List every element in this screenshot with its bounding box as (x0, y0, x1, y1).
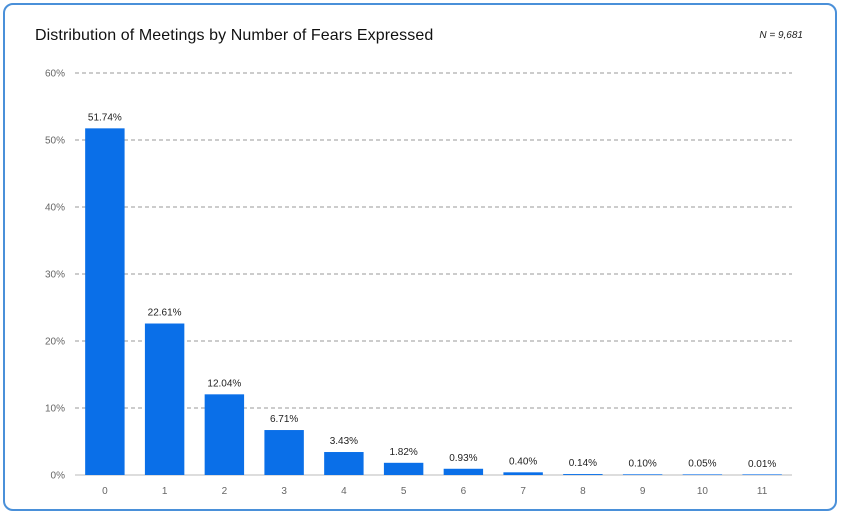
bar (503, 472, 543, 475)
bar (144, 323, 185, 475)
x-tick-label: 7 (520, 486, 526, 497)
y-tick-label: 50% (45, 136, 65, 147)
bar-value-label: 0.93% (449, 453, 477, 464)
bar (383, 462, 424, 475)
bar-value-label: 1.82% (389, 447, 417, 458)
x-tick-label: 4 (341, 486, 347, 497)
y-tick-label: 10% (45, 404, 65, 415)
bar (324, 452, 364, 475)
x-tick-label: 5 (401, 486, 407, 497)
bar-value-label: 6.71% (270, 414, 298, 425)
bar (204, 394, 245, 475)
bar-value-label: 0.01% (748, 459, 776, 470)
x-axis-ticks: 0 1 2 3 4 5 6 7 8 9 10 11 (102, 486, 768, 497)
bar (443, 468, 484, 475)
x-tick-label: 0 (102, 486, 108, 497)
value-labels: 51.74% 22.61% 12.04% 6.71% 3.43% 1.82% 0.93% 0.… (88, 112, 776, 470)
bars (85, 128, 782, 476)
bar (563, 474, 603, 475)
bar-value-label: 3.43% (330, 436, 358, 447)
x-tick-label: 2 (222, 486, 228, 497)
y-tick-label: 40% (45, 203, 65, 214)
bar (742, 474, 782, 475)
y-tick-label: 0% (51, 471, 66, 482)
x-tick-label: 8 (580, 486, 586, 497)
gridlines (75, 72, 792, 476)
y-axis-ticks: 0% 10% 20% 30% 40% 50% 60% (45, 69, 65, 482)
bar (682, 474, 723, 475)
x-tick-label: 6 (461, 486, 467, 497)
x-tick-label: 9 (640, 486, 646, 497)
bar-value-label: 0.05% (688, 459, 716, 470)
y-tick-label: 60% (45, 69, 65, 80)
x-tick-label: 11 (757, 486, 768, 497)
y-tick-label: 20% (45, 337, 65, 348)
bar-value-label: 0.40% (509, 456, 537, 467)
chart-card: Distribution of Meetings by Number of Fe… (3, 3, 837, 511)
x-tick-label: 1 (162, 486, 168, 497)
chart-title: Distribution of Meetings by Number of Fe… (35, 27, 434, 44)
x-tick-label: 10 (697, 486, 709, 497)
sample-size-annotation: N = 9,681 (759, 30, 803, 41)
bar (264, 430, 304, 475)
bar-value-label: 0.14% (569, 458, 597, 469)
x-tick-label: 3 (281, 486, 287, 497)
y-tick-label: 30% (45, 270, 65, 281)
bar-value-label: 22.61% (148, 308, 182, 319)
bar-value-label: 0.10% (628, 458, 656, 469)
bar (85, 128, 125, 476)
bar-value-label: 12.04% (207, 378, 241, 389)
bar (622, 474, 663, 475)
bar-value-label: 51.74% (88, 112, 122, 123)
